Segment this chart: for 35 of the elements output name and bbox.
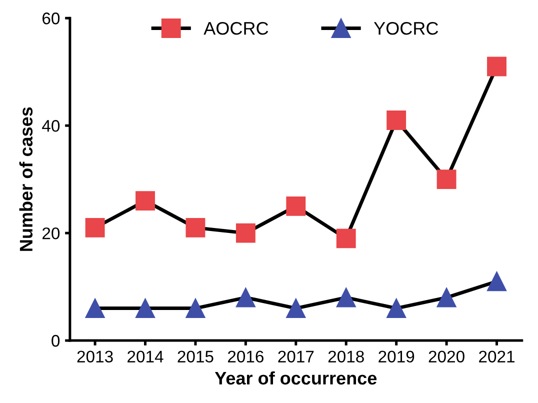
y-tick-label: 0 — [52, 334, 60, 347]
point — [186, 218, 206, 238]
point — [136, 298, 155, 318]
point — [336, 228, 356, 248]
point — [85, 218, 105, 238]
point — [487, 272, 506, 292]
point — [136, 191, 155, 211]
x-tick-label: 2019 — [378, 350, 414, 362]
x-axis-title: Year of occurrence — [214, 371, 377, 385]
x-tick-label: 2020 — [428, 350, 464, 362]
point — [286, 298, 306, 318]
legend-label: YOCRC — [374, 22, 438, 35]
point — [336, 288, 356, 308]
y-tick-label: 20 — [42, 227, 60, 240]
point — [186, 298, 206, 318]
point — [436, 170, 456, 190]
x-tick-label: 2017 — [278, 350, 314, 362]
y-tick-label: 60 — [42, 12, 60, 24]
point — [487, 56, 506, 76]
legend-label: AOCRC — [204, 22, 268, 35]
y-tick-label: 40 — [42, 120, 60, 132]
point — [386, 298, 406, 318]
x-tick-label: 2013 — [77, 350, 113, 362]
y-axis-title: Number of cases — [19, 107, 33, 251]
point — [436, 288, 456, 308]
point — [386, 110, 406, 130]
x-tick-label: 2014 — [128, 350, 164, 362]
x-tick-label: 2018 — [328, 350, 364, 362]
point — [85, 298, 105, 318]
x-tick-label: 2016 — [228, 350, 264, 362]
x-tick-label: 2021 — [479, 350, 514, 362]
x-tick-label: 2015 — [178, 350, 214, 362]
point — [236, 223, 256, 243]
point — [236, 288, 256, 308]
point — [286, 196, 306, 216]
